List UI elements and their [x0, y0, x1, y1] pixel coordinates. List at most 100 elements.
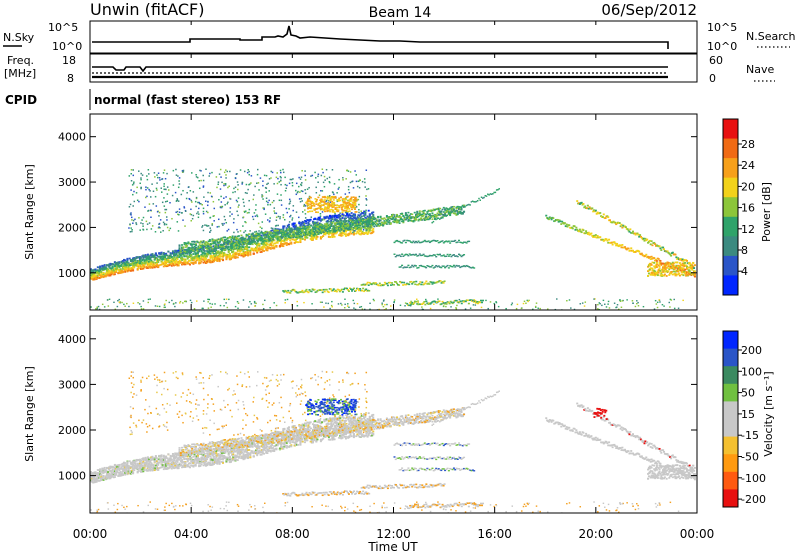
power-point — [241, 241, 244, 244]
power-point — [317, 218, 319, 220]
power-point — [433, 282, 436, 284]
power-point — [407, 220, 410, 222]
power-point — [118, 262, 121, 265]
power-point — [115, 264, 118, 267]
power-point — [333, 229, 336, 232]
power-point — [326, 210, 329, 213]
power-point — [204, 224, 206, 226]
power-point — [204, 262, 207, 264]
power-point — [235, 244, 238, 246]
power-point — [145, 188, 147, 191]
power-point — [452, 212, 455, 215]
power-point — [148, 173, 150, 175]
power-point — [585, 232, 588, 234]
power-point — [332, 215, 335, 217]
power-point — [353, 208, 356, 210]
power-point — [206, 244, 209, 247]
power-point — [356, 223, 359, 225]
power-point — [324, 288, 327, 291]
power-point — [611, 243, 614, 246]
power-point — [210, 250, 213, 253]
power-point — [252, 252, 255, 255]
power-point — [226, 246, 229, 249]
power-point — [301, 190, 304, 193]
power-point — [446, 241, 449, 243]
power-point — [352, 199, 355, 201]
power-point — [360, 231, 363, 234]
power-point — [262, 245, 265, 248]
power-point — [244, 221, 246, 223]
power-point — [181, 257, 184, 259]
power-point — [160, 251, 163, 254]
power-point — [216, 238, 219, 241]
power-point — [371, 231, 374, 234]
power-point — [332, 226, 335, 228]
power-point — [368, 281, 371, 284]
power-point — [112, 269, 115, 272]
power-point — [437, 208, 440, 211]
power-point — [140, 265, 143, 268]
power-point — [116, 266, 119, 269]
power-point — [278, 229, 281, 232]
power-point — [303, 219, 306, 222]
power-point — [354, 200, 357, 202]
power-point — [227, 255, 230, 258]
power-point — [239, 237, 242, 240]
power-point — [164, 188, 166, 191]
power-point — [353, 207, 356, 209]
power-point — [261, 249, 264, 252]
power-point — [132, 222, 134, 224]
power-point — [337, 223, 340, 225]
power-point — [153, 254, 156, 257]
power-point — [599, 212, 602, 214]
power-point — [168, 264, 171, 266]
power-point — [171, 250, 174, 253]
power-point — [113, 273, 116, 276]
power-point — [369, 283, 372, 285]
power-point — [447, 255, 450, 257]
power-point — [366, 221, 369, 224]
power-point — [421, 265, 424, 268]
power-point — [244, 239, 247, 241]
power-point — [220, 245, 223, 248]
power-point — [150, 209, 152, 212]
power-point — [299, 230, 302, 233]
power-point — [190, 219, 192, 222]
power-point — [294, 228, 297, 231]
power-point — [368, 215, 371, 218]
power-point — [334, 224, 337, 227]
power-point — [459, 266, 462, 269]
power-point — [115, 269, 118, 272]
power-point — [144, 206, 146, 208]
power-point — [274, 225, 277, 227]
power-point — [200, 254, 203, 256]
power-point — [287, 235, 290, 238]
power-point — [237, 241, 240, 243]
power-point — [218, 255, 221, 257]
power-point — [361, 283, 364, 286]
power-point — [352, 206, 355, 208]
power-point — [218, 239, 221, 241]
power-point — [423, 266, 426, 268]
power-point — [167, 261, 170, 263]
power-point — [316, 233, 319, 235]
power-point — [194, 262, 197, 264]
power-point — [295, 193, 298, 196]
power-point — [236, 252, 239, 255]
power-point — [199, 169, 201, 172]
power-point — [108, 272, 111, 274]
power-point — [350, 217, 353, 220]
power-point — [321, 211, 324, 213]
power-point — [285, 231, 288, 234]
power-point — [331, 289, 334, 292]
power-point — [340, 288, 343, 291]
power-point — [452, 205, 455, 208]
power-point — [337, 210, 340, 213]
power-point — [382, 222, 385, 225]
power-point — [349, 228, 352, 231]
power-point — [317, 204, 320, 206]
power-point — [132, 182, 135, 185]
power-point — [282, 240, 285, 243]
power-point — [474, 302, 477, 304]
power-point — [336, 215, 339, 218]
